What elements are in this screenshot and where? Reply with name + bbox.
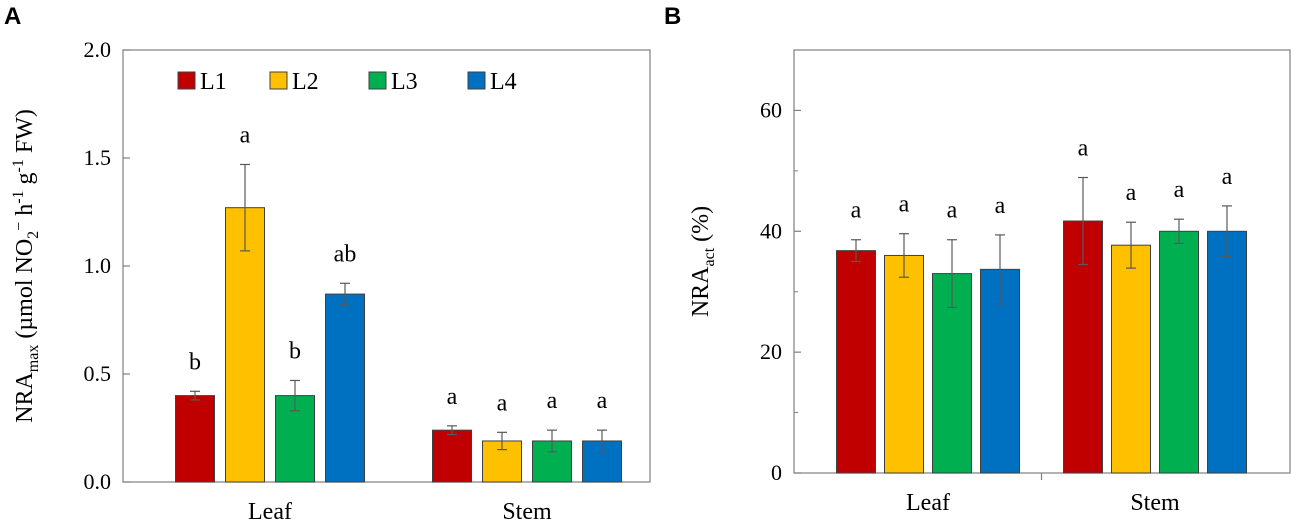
significance-label: a bbox=[447, 384, 458, 410]
significance-label: b bbox=[289, 338, 301, 364]
y-axis-title-unit-sub: 2 bbox=[25, 231, 42, 239]
significance-label: a bbox=[1078, 136, 1089, 162]
legend-swatch-l1 bbox=[177, 71, 196, 90]
panel-a-label: A bbox=[4, 3, 21, 30]
significance-label: a bbox=[851, 198, 862, 224]
y-axis-title-unit: (µmol NO bbox=[12, 239, 38, 345]
y-axis-title-subscript: act bbox=[701, 247, 718, 266]
significance-label: ab bbox=[334, 241, 357, 267]
y-axis-title-unit-sup: − bbox=[11, 222, 28, 231]
y-axis-title-subscript: max bbox=[25, 345, 42, 373]
significance-label: a bbox=[899, 192, 910, 218]
x-category-label: Stem bbox=[502, 499, 552, 525]
significance-label: a bbox=[547, 388, 558, 414]
legend-swatch-l2 bbox=[269, 71, 288, 90]
significance-label: a bbox=[995, 193, 1006, 219]
y-axis-title-sup: -1 bbox=[10, 159, 27, 172]
significance-label: a bbox=[240, 122, 251, 148]
bar-l2-leaf bbox=[884, 254, 924, 474]
panel-b-label: B bbox=[664, 3, 681, 30]
x-category-label: Stem bbox=[1130, 490, 1180, 516]
y-axis-title-sup: -1 bbox=[10, 190, 27, 203]
legend-label-l3: L3 bbox=[391, 69, 418, 95]
x-category-label: Leaf bbox=[906, 490, 950, 516]
legend-label-l1: L1 bbox=[200, 69, 227, 95]
y-axis-title: NRAmax (µmol NO2− h-1 g-1 FW) bbox=[10, 109, 42, 423]
y-tick-label: 20 bbox=[760, 339, 782, 364]
y-axis-title-part: h bbox=[12, 204, 38, 222]
y-tick-label: 60 bbox=[760, 97, 782, 122]
bar-l1-leaf bbox=[836, 250, 876, 474]
y-tick-label: 2.0 bbox=[84, 37, 112, 62]
panel-b-plot-area: 0 20 40 60 Leaf Stem a a a a a a a a bbox=[760, 49, 1291, 516]
y-tick-label: 1.0 bbox=[84, 253, 112, 278]
significance-label: a bbox=[1174, 177, 1185, 203]
y-axis-title-main: NRA bbox=[688, 266, 714, 317]
legend-label-l4: L4 bbox=[490, 69, 517, 95]
y-axis-title: NRAact (%) bbox=[688, 206, 718, 317]
significance-label: a bbox=[497, 390, 508, 416]
panel-a-y-axis-label: NRAmax (µmol NO2− h-1 g-1 FW) bbox=[10, 109, 42, 423]
legend-swatch-l4 bbox=[467, 71, 486, 90]
panel-b-y-axis-label: NRAact (%) bbox=[688, 206, 718, 317]
y-tick-label: 40 bbox=[760, 218, 782, 243]
bar-l3-stem bbox=[1159, 230, 1199, 474]
significance-label: a bbox=[597, 388, 608, 414]
bar-l1-stem bbox=[432, 429, 472, 483]
y-axis-title-unit: (%) bbox=[688, 206, 714, 248]
legend-label-l2: L2 bbox=[292, 69, 319, 95]
y-axis-title-part: FW) bbox=[12, 109, 38, 159]
bar-l4-leaf bbox=[325, 293, 365, 483]
legend-swatch-l3 bbox=[368, 71, 387, 90]
significance-label: b bbox=[189, 349, 201, 375]
bar-l2-leaf bbox=[225, 207, 265, 483]
significance-label: a bbox=[947, 198, 958, 224]
y-tick-label: 0.0 bbox=[84, 469, 112, 494]
significance-label: a bbox=[1222, 164, 1233, 190]
bar-l2-stem bbox=[1111, 244, 1151, 474]
panel-b: B NRAact (%) 0 20 40 60 Leaf Stem a a a a a a a a bbox=[664, 3, 1291, 516]
y-axis-title-main: NRA bbox=[12, 372, 38, 423]
y-tick-label: 0.5 bbox=[84, 361, 112, 386]
y-tick-label: 1.5 bbox=[84, 145, 112, 170]
panel-a: A NRAmax (µmol NO2− h-1 g-1 FW) 0.00.51.… bbox=[4, 3, 651, 525]
significance-label: a bbox=[1126, 180, 1137, 206]
y-axis-title-part: g bbox=[12, 172, 38, 190]
y-tick-label: 0 bbox=[771, 460, 782, 485]
x-category-label: Leaf bbox=[248, 499, 292, 525]
bar-l1-leaf bbox=[175, 395, 215, 483]
bar-l4-stem bbox=[1207, 230, 1247, 474]
